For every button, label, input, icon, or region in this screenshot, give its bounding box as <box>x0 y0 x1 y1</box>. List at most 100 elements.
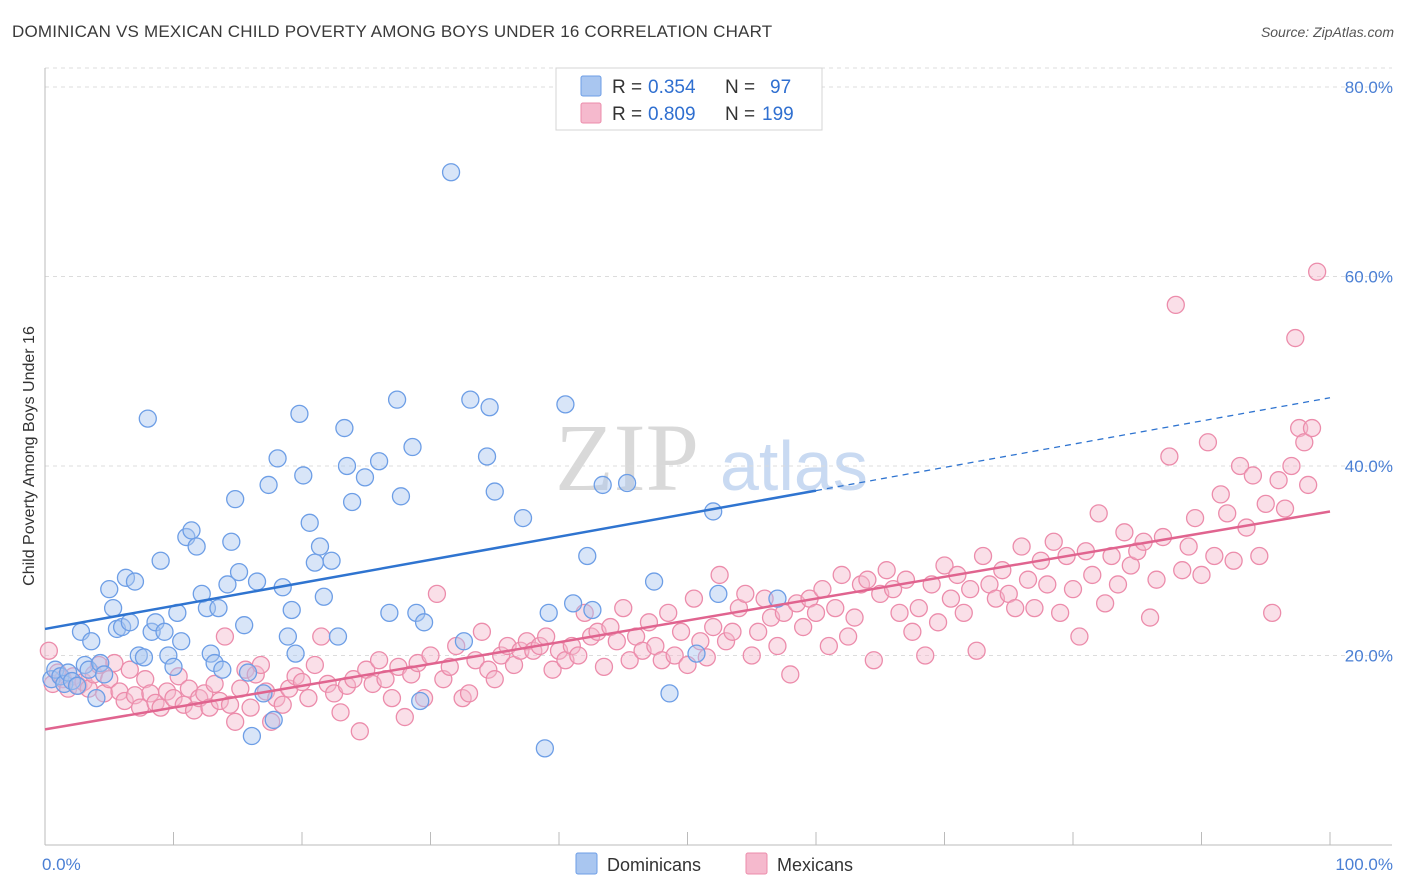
legend-r-label-dominicans: R = <box>612 77 642 98</box>
mexicans-point-117 <box>736 584 755 604</box>
dominicans-point-29 <box>164 657 183 677</box>
dominicans-point-89 <box>583 600 602 620</box>
dominicans-point-46 <box>238 663 258 682</box>
mexicans-point-99 <box>620 651 639 670</box>
dominicans-point-94 <box>687 644 706 663</box>
dominicans-point-13 <box>94 665 114 684</box>
mexicans-point-173 <box>1095 594 1115 613</box>
dominicans-point-86 <box>556 395 575 414</box>
y-axis-tick-labels: 20.0% 40.0% 60.0% 80.0% <box>1345 78 1393 666</box>
legend-r-label-mexicans: R = <box>612 104 642 125</box>
mexicans-point-60 <box>369 651 389 670</box>
dominicans-point-96 <box>709 584 728 604</box>
dominicans-point-24 <box>142 622 161 641</box>
y-tick-label-20: 20.0% <box>1345 646 1393 665</box>
mexicans-point-54 <box>331 703 350 722</box>
mexicans-point-129 <box>813 580 832 599</box>
mexicans-point-39 <box>241 698 260 717</box>
mexicans-point-165 <box>1044 532 1063 551</box>
mexicans-point-203 <box>1286 328 1305 348</box>
dominicans-point-69 <box>369 452 389 471</box>
x-tick-label-min: 0.0% <box>42 855 81 874</box>
dominicans-point-97 <box>768 589 787 608</box>
mexicans-point-164 <box>1038 575 1057 594</box>
mexicans-point-185 <box>1173 561 1192 580</box>
dominicans-point-41 <box>218 575 237 594</box>
mexicans-point-180 <box>1140 608 1160 627</box>
correlation-legend: R = 0.354 N = 97 R = 0.809 N = 199 <box>555 67 823 131</box>
mexicans-point-168 <box>1063 580 1083 599</box>
mexicans-point-64 <box>395 707 414 727</box>
mexicans-point-50 <box>305 655 325 675</box>
mexicans-point-206 <box>1299 475 1318 495</box>
mexicans-point-157 <box>993 561 1012 580</box>
series-swatch-mexicans <box>745 852 768 875</box>
dominicans-point-71 <box>387 390 407 409</box>
mexicans-point-128 <box>806 603 826 622</box>
dominicans-point-95 <box>704 502 723 521</box>
mexicans-point-68 <box>421 646 440 665</box>
mexicans-point-126 <box>794 617 813 637</box>
mexicans-point-192 <box>1218 504 1237 523</box>
dominicans-point-12 <box>91 653 110 673</box>
mexicans-point-199 <box>1263 603 1282 622</box>
mexicans-point-111 <box>697 648 716 667</box>
mexicans-point-118 <box>742 646 761 665</box>
dominicans-point-44 <box>229 562 249 582</box>
mexicans-point-23 <box>157 682 177 701</box>
dominicans-point-91 <box>617 473 637 493</box>
mexicans-point-182 <box>1153 527 1173 547</box>
mexicans-point-36 <box>226 712 245 731</box>
mexicans-point-204 <box>1290 418 1309 438</box>
legend-swatch-mexicans <box>580 102 602 124</box>
dominicans-point-10 <box>82 632 101 651</box>
mexicans-point-107 <box>671 622 691 641</box>
mexicans-point-13 <box>105 653 124 673</box>
mexicans-point-196 <box>1243 466 1263 485</box>
dominicans-point-90 <box>593 475 612 495</box>
mexicans-point-57 <box>350 722 369 741</box>
y-axis-label: Child Poverty Among Boys Under 16 <box>21 326 38 586</box>
dominicans-point-37 <box>201 644 220 663</box>
dominicans-point-66 <box>337 456 357 476</box>
dominicans-point-6 <box>67 676 87 695</box>
mexicans-point-149 <box>941 589 961 608</box>
dominicans-point-70 <box>380 603 399 622</box>
axes <box>44 68 1392 846</box>
mexicans-point-35 <box>220 695 240 714</box>
dominicans-point-42 <box>222 532 241 551</box>
mexicans-point-166 <box>1051 603 1070 622</box>
x-tick-label-max: 100.0% <box>1335 855 1393 874</box>
mexicans-point-207 <box>1302 418 1322 438</box>
dominicans-point-54 <box>278 627 298 646</box>
dominicans-point-45 <box>235 616 254 635</box>
y-tick-label-80: 80.0% <box>1345 78 1393 97</box>
dominicans-point-27 <box>155 622 174 641</box>
dominicans-point-73 <box>403 437 422 457</box>
dominicans-points <box>42 163 787 758</box>
mexicans-point-147 <box>928 613 948 632</box>
mexicans-point-190 <box>1205 546 1224 566</box>
mexicans-point-109 <box>684 589 704 608</box>
mexicans-point-198 <box>1256 494 1275 514</box>
mexicans-point-76 <box>472 622 492 641</box>
mexicans-point-122 <box>768 636 787 656</box>
mexicans-point-153 <box>967 641 986 660</box>
mexicans-point-45 <box>273 695 292 714</box>
dominicans-point-52 <box>268 449 287 468</box>
dominicans-point-79 <box>461 390 480 409</box>
mexicans-point-114 <box>716 632 736 651</box>
dominicans-point-51 <box>264 710 283 730</box>
mexicans-point-97 <box>607 632 626 651</box>
mexicans-point-160 <box>1012 537 1031 556</box>
mexicans-point-172 <box>1089 504 1108 523</box>
dominicans-point-72 <box>391 487 411 506</box>
dominicans-point-55 <box>282 600 301 620</box>
mexicans-point-115 <box>723 622 742 641</box>
mexicans-point-187 <box>1185 508 1205 528</box>
dominicans-point-80 <box>477 447 497 466</box>
watermark-zip: ZIP <box>555 404 699 511</box>
mexicans-point-152 <box>961 580 980 599</box>
dominicans-point-48 <box>247 572 267 591</box>
mexicans-point-91 <box>569 646 588 665</box>
